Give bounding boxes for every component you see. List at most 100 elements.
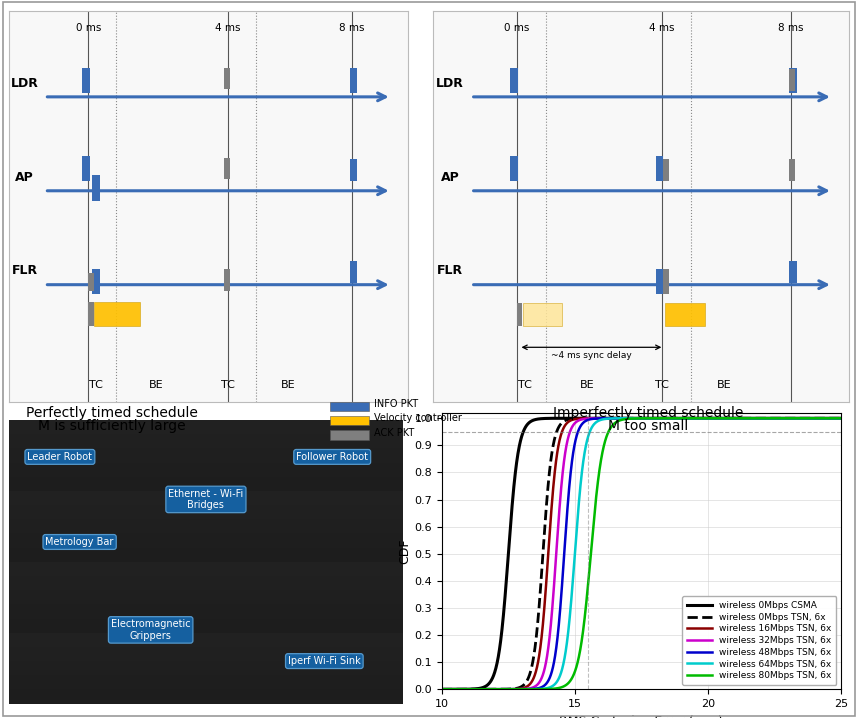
wireless 64Mbps TSN, 6x <box>756 414 766 423</box>
wireless 48Mbps TSN, 6x <box>589 414 600 423</box>
Bar <box>9 434 403 448</box>
Text: Perfectly timed schedule: Perfectly timed schedule <box>26 406 197 419</box>
wireless 32Mbps TSN, 6x <box>836 414 846 423</box>
Bar <box>9 590 403 605</box>
Bar <box>9 689 403 704</box>
Text: INFO PKT: INFO PKT <box>374 399 418 409</box>
Bar <box>350 261 357 283</box>
wireless 48Mbps TSN, 6x <box>607 414 617 423</box>
Bar <box>789 261 796 283</box>
wireless 80Mbps TSN, 6x <box>806 414 816 423</box>
Text: 0 ms: 0 ms <box>504 22 529 32</box>
Bar <box>9 505 403 519</box>
wireless 16Mbps TSN, 6x <box>607 414 617 423</box>
wireless 32Mbps TSN, 6x <box>785 414 795 423</box>
Text: AP: AP <box>440 171 459 184</box>
wireless 48Mbps TSN, 6x <box>785 414 795 423</box>
Bar <box>224 269 230 291</box>
Text: 0 ms: 0 ms <box>76 22 101 32</box>
Bar <box>93 175 100 200</box>
Text: AP: AP <box>15 171 34 184</box>
wireless 32Mbps TSN, 6x <box>589 414 600 423</box>
wireless 0Mbps CSMA <box>836 414 846 423</box>
Bar <box>82 156 89 181</box>
Bar <box>93 269 100 294</box>
Bar <box>656 156 663 181</box>
wireless 48Mbps TSN, 6x <box>828 414 838 423</box>
Bar <box>663 269 669 294</box>
Bar <box>9 491 403 505</box>
Text: BE: BE <box>281 381 295 391</box>
Line: wireless 0Mbps CSMA: wireless 0Mbps CSMA <box>442 419 841 689</box>
Bar <box>511 156 517 181</box>
Text: Velocity controller: Velocity controller <box>374 414 462 423</box>
Text: 8 ms: 8 ms <box>339 22 365 32</box>
Text: 4 ms: 4 ms <box>215 22 241 32</box>
wireless 80Mbps TSN, 6x <box>607 421 617 430</box>
Text: BE: BE <box>717 381 732 391</box>
Bar <box>789 159 795 181</box>
Text: Imperfectly timed schedule: Imperfectly timed schedule <box>553 406 743 419</box>
Text: TC: TC <box>656 381 669 391</box>
wireless 16Mbps TSN, 6x <box>506 685 517 694</box>
wireless 0Mbps TSN, 6x <box>836 414 846 423</box>
Bar <box>663 159 669 181</box>
wireless 0Mbps TSN, 6x <box>506 685 517 694</box>
Bar <box>517 303 523 326</box>
Bar <box>9 448 403 462</box>
wireless 0Mbps TSN, 6x <box>482 685 492 694</box>
Line: wireless 16Mbps TSN, 6x: wireless 16Mbps TSN, 6x <box>442 419 841 689</box>
wireless 64Mbps TSN, 6x <box>828 414 838 423</box>
Text: BE: BE <box>149 381 164 391</box>
wireless 0Mbps CSMA <box>437 685 447 694</box>
wireless 80Mbps TSN, 6x <box>506 685 517 694</box>
Text: M is sufficiently large: M is sufficiently large <box>38 419 185 433</box>
wireless 48Mbps TSN, 6x <box>506 685 517 694</box>
Bar <box>224 157 230 179</box>
wireless 64Mbps TSN, 6x <box>607 414 617 423</box>
wireless 32Mbps TSN, 6x <box>437 685 447 694</box>
wireless 64Mbps TSN, 6x <box>482 685 492 694</box>
Bar <box>9 561 403 576</box>
Bar <box>9 647 403 661</box>
wireless 0Mbps TSN, 6x <box>828 414 838 423</box>
Text: FLR: FLR <box>437 264 463 277</box>
Line: wireless 48Mbps TSN, 6x: wireless 48Mbps TSN, 6x <box>442 419 841 689</box>
Text: BE: BE <box>580 381 595 391</box>
Text: 8 ms: 8 ms <box>778 22 804 32</box>
Bar <box>9 605 403 619</box>
wireless 0Mbps CSMA <box>828 414 838 423</box>
wireless 48Mbps TSN, 6x <box>437 685 447 694</box>
wireless 0Mbps CSMA <box>785 414 795 423</box>
wireless 64Mbps TSN, 6x <box>437 685 447 694</box>
Bar <box>350 67 357 93</box>
wireless 0Mbps TSN, 6x <box>607 414 617 423</box>
Text: Follower Robot: Follower Robot <box>296 452 368 462</box>
Text: LDR: LDR <box>10 77 39 90</box>
Text: Iperf Wi-Fi Sink: Iperf Wi-Fi Sink <box>288 656 360 666</box>
Text: TC: TC <box>89 381 103 391</box>
Bar <box>9 462 403 477</box>
wireless 0Mbps CSMA <box>589 414 600 423</box>
wireless 16Mbps TSN, 6x <box>836 414 846 423</box>
Bar <box>9 576 403 590</box>
wireless 0Mbps CSMA <box>689 414 699 423</box>
Bar <box>9 519 403 533</box>
wireless 0Mbps TSN, 6x <box>709 414 719 423</box>
Bar <box>350 159 357 181</box>
Text: Ethernet - Wi-Fi
Bridges: Ethernet - Wi-Fi Bridges <box>168 489 244 510</box>
Bar <box>789 67 796 93</box>
Text: Metrology Bar: Metrology Bar <box>45 537 114 547</box>
wireless 80Mbps TSN, 6x <box>437 685 447 694</box>
Bar <box>82 67 89 93</box>
wireless 16Mbps TSN, 6x <box>714 414 724 423</box>
Legend: wireless 0Mbps CSMA, wireless 0Mbps TSN, 6x, wireless 16Mbps TSN, 6x, wireless 3: wireless 0Mbps CSMA, wireless 0Mbps TSN,… <box>682 597 837 685</box>
wireless 16Mbps TSN, 6x <box>437 685 447 694</box>
Text: M too small: M too small <box>607 419 688 433</box>
Text: TC: TC <box>518 381 532 391</box>
wireless 32Mbps TSN, 6x <box>722 414 733 423</box>
wireless 0Mbps CSMA <box>506 514 517 523</box>
wireless 80Mbps TSN, 6x <box>828 414 838 423</box>
Bar <box>656 269 663 294</box>
Line: wireless 64Mbps TSN, 6x: wireless 64Mbps TSN, 6x <box>442 419 841 689</box>
